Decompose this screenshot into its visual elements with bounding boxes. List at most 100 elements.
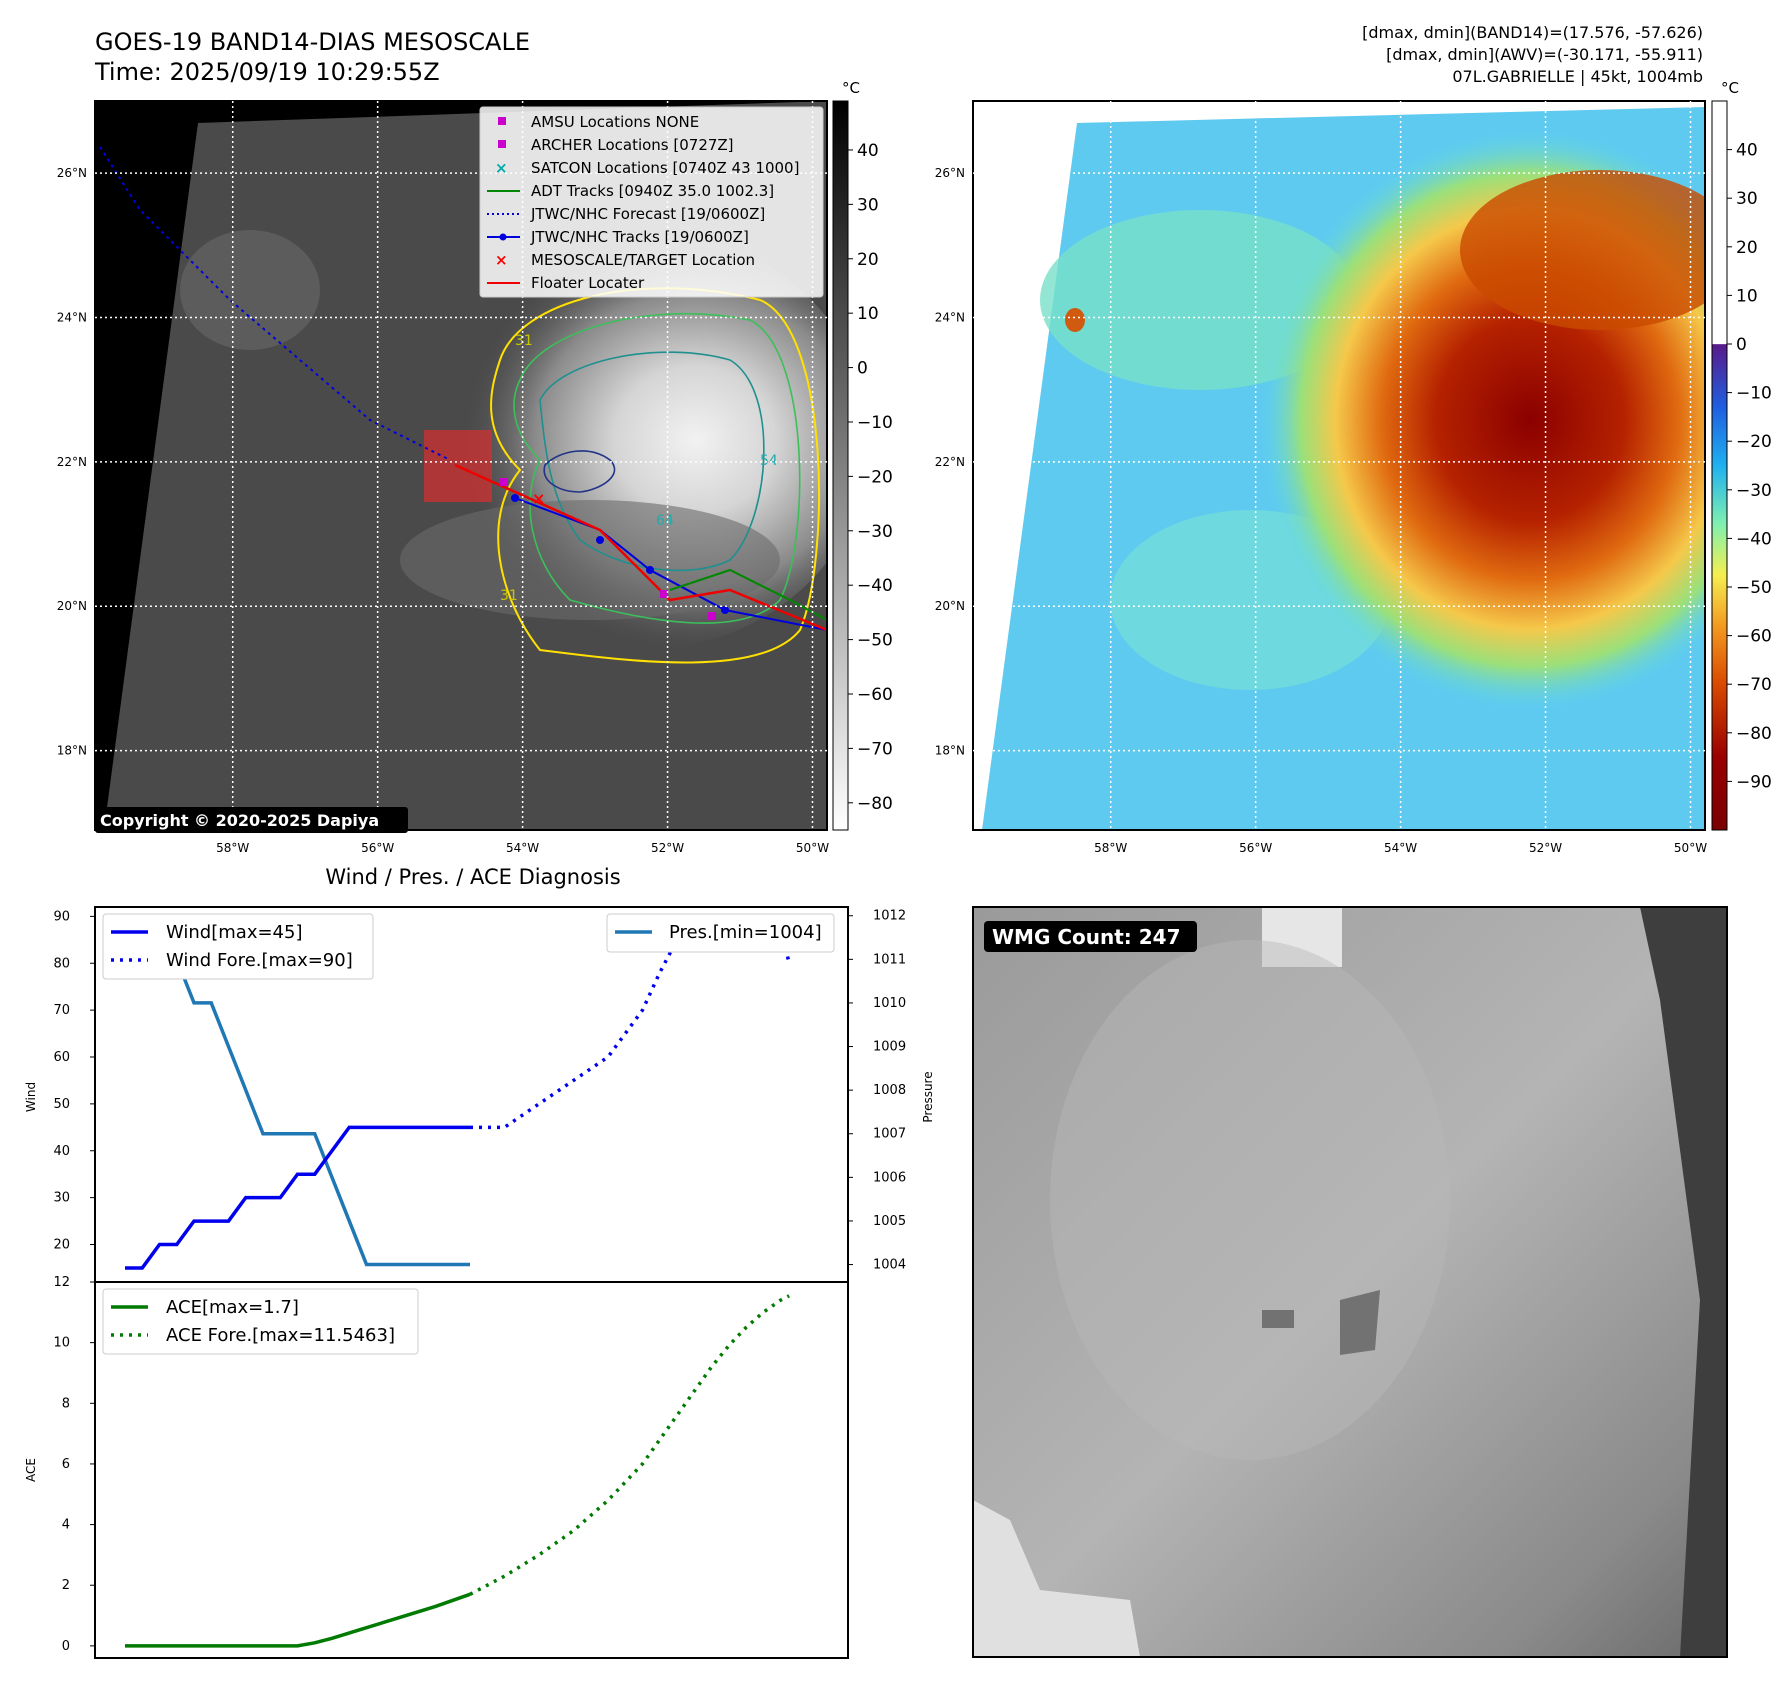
- colorbar-tick-label: 10: [857, 304, 879, 324]
- x-marker-icon: ×: [495, 251, 508, 269]
- contour-green: [513, 312, 801, 624]
- square-marker-icon: [498, 117, 506, 125]
- colorbar-tick-label: −70: [857, 739, 893, 759]
- pressure-tick-label: 1009: [873, 1040, 906, 1055]
- copyright-badge: Copyright © 2020-2025 Dapiya: [95, 807, 408, 833]
- line-dot-icon: [487, 233, 520, 241]
- wind-tick-label: 30: [53, 1191, 70, 1206]
- contour-teal: [539, 351, 765, 572]
- legend-label: SATCON Locations [0740Z 43 1000]: [531, 159, 799, 177]
- archer-marker: [708, 612, 716, 620]
- colorbar-tick-label: 30: [857, 195, 879, 215]
- legend-label: JTWC/NHC Forecast [19/0600Z]: [530, 205, 765, 223]
- colorbar-tick-label: 30: [1736, 189, 1758, 209]
- legend-label: JTWC/NHC Tracks [19/0600Z]: [530, 228, 749, 246]
- colorbar-tick-label: −30: [1736, 481, 1772, 501]
- pressure-tick-label: 1007: [873, 1127, 906, 1142]
- wmg-badge: [984, 921, 1197, 952]
- colorbar-tick-label: −70: [1736, 675, 1772, 695]
- archer-marker: [660, 590, 668, 598]
- colorbar-tick-label: −20: [857, 467, 893, 487]
- pressure-tick-label: 1012: [873, 909, 906, 924]
- colorbar-tick-label: 0: [857, 359, 868, 379]
- colorbar-tick-label: 20: [1736, 238, 1758, 258]
- colorbar-tick-label: −10: [1736, 384, 1772, 404]
- legend-label: AMSU Locations NONE: [531, 113, 699, 131]
- pressure-axis-label: Pressure: [921, 1071, 935, 1122]
- contour-navy: [543, 450, 616, 493]
- lon-tick-label: 52°W: [651, 841, 684, 855]
- lat-tick-label: 22°N: [57, 455, 87, 469]
- wmg-count: WMG Count: 247: [992, 925, 1181, 949]
- colorbar-tick-label: −50: [857, 631, 893, 651]
- lat-tick-label: 20°N: [57, 599, 87, 613]
- ir-map-panel: 31 54 64 31 × 26°N 24°N 22°N 20°N 18°N 58°W 56…: [57, 79, 893, 855]
- contour-label: 54: [760, 453, 778, 469]
- gray-colorbar: [832, 100, 849, 831]
- copyright-text: Copyright © 2020-2025 Dapiya: [100, 811, 379, 830]
- contour-label: 31: [500, 588, 518, 604]
- lon-tick-label: 54°W: [506, 841, 539, 855]
- colorbar-tick-label: −10: [857, 413, 893, 433]
- wind-tick-label: 20: [53, 1238, 70, 1253]
- pressure-tick-label: 1005: [873, 1214, 906, 1229]
- color-map-grid: 26°N 24°N 22°N 20°N 18°N 58°W 56°W 54°W 52°W 50°W: [935, 101, 1707, 855]
- lon-tick-label: 50°W: [1674, 841, 1707, 855]
- colorbar-tick-label: −20: [1736, 432, 1772, 452]
- wind-axis-label: Wind: [24, 1082, 38, 1112]
- colorbar-tick-label: −80: [857, 794, 893, 814]
- wmg-panel: WMG Count: 247: [972, 906, 1728, 1658]
- pressure-legend: Pres.[min=1004]: [606, 913, 835, 953]
- pressure-tick-label: 1008: [873, 1083, 906, 1098]
- ace-tick-label: 4: [62, 1518, 70, 1533]
- lat-tick-label: 22°N: [935, 455, 965, 469]
- color-colorbar-unit: °C: [1721, 79, 1739, 97]
- colorbar-tick-label: 40: [1736, 141, 1758, 161]
- lon-tick-label: 58°W: [1094, 841, 1127, 855]
- lat-tick-label: 18°N: [57, 744, 87, 758]
- ace-tick-label: 6: [62, 1457, 70, 1472]
- lon-tick-label: 56°W: [1239, 841, 1272, 855]
- colorbar-tick-label: −30: [857, 522, 893, 542]
- lat-tick-label: 26°N: [935, 166, 965, 180]
- ace-tick-label: 2: [62, 1578, 70, 1593]
- wind-tick-label: 50: [53, 1097, 70, 1112]
- lon-tick-label: 50°W: [796, 841, 829, 855]
- legend-label: Floater Locater: [531, 274, 645, 292]
- lon-tick-label: 54°W: [1384, 841, 1417, 855]
- wind-line: [125, 1125, 470, 1270]
- ace-tick-label: 10: [53, 1336, 70, 1351]
- target-marker: ×: [532, 489, 545, 508]
- colorbar-tick-label: −40: [1736, 529, 1772, 549]
- colorbar-tick-label: −50: [1736, 578, 1772, 598]
- adt-track: [669, 568, 827, 621]
- ace-axis-label: ACE: [24, 1458, 38, 1482]
- lon-tick-label: 58°W: [216, 841, 249, 855]
- colorbar-tick-label: −40: [857, 576, 893, 596]
- colorbar-tick-label: −60: [857, 685, 893, 705]
- lon-tick-label: 56°W: [361, 841, 394, 855]
- lat-tick-label: 24°N: [935, 311, 965, 325]
- ace-line: [125, 1592, 471, 1648]
- gray-colorbar-unit: °C: [842, 79, 860, 97]
- wind-tick-label: 60: [53, 1050, 70, 1065]
- wind-legend-label: Wind[max=45]: [166, 922, 303, 943]
- wind-forecast-legend-label: Wind Fore.[max=90]: [166, 950, 353, 971]
- legend-label: ADT Tracks [0940Z 35.0 1002.3]: [531, 182, 774, 200]
- colorbar-tick-label: 0: [1736, 335, 1747, 355]
- ace-tick-label: 8: [62, 1396, 70, 1411]
- x-marker-icon: ×: [495, 159, 508, 177]
- pressure-tick-label: 1006: [873, 1170, 906, 1185]
- lat-tick-label: 20°N: [935, 599, 965, 613]
- lat-tick-label: 18°N: [935, 744, 965, 758]
- ace-tick-label: 0: [62, 1639, 70, 1654]
- figure-time: Time: 2025/09/19 10:29:55Z: [94, 58, 440, 86]
- ace-chart: 0 2 4 6 8 10 12 ACE[max=1.7] ACE Fore.[max=11.…: [24, 1275, 849, 1659]
- wind-tick-label: 80: [53, 956, 70, 971]
- colorbar-tick-label: 20: [857, 250, 879, 270]
- pressure-tick-label: 1004: [873, 1258, 906, 1273]
- color-map-panel: 26°N 24°N 22°N 20°N 18°N 58°W 56°W 54°W 52°W 50°W…: [935, 79, 1772, 855]
- ace-legend-label: ACE[max=1.7]: [166, 1297, 299, 1318]
- ir-map-legend: AMSU Locations NONE ARCHER Locations [072…: [479, 106, 824, 298]
